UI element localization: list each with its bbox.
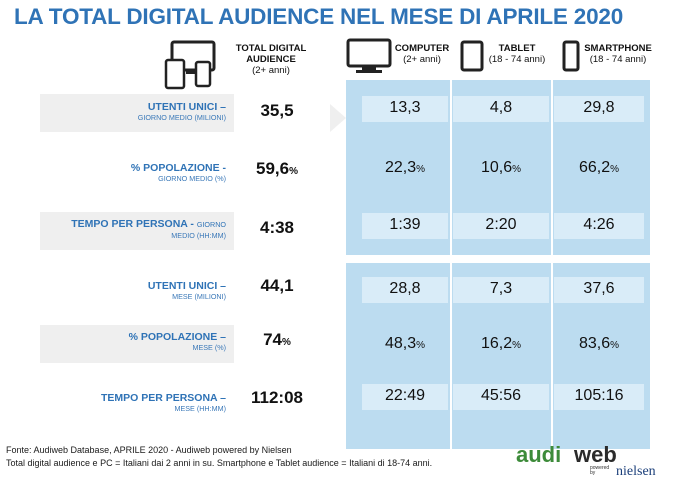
tablet-value: 2:20: [485, 216, 517, 233]
logo-web: web: [574, 442, 617, 467]
row-label: UTENTI UNICI – GIORNO MEDIO (MILIONI): [137, 101, 226, 122]
cell-bar: [362, 384, 448, 410]
tablet-value: 45:56: [480, 387, 522, 404]
computer-value: 1:39: [389, 216, 421, 233]
header-total: TOTAL DIGITAL AUDIENCE (2+ anni): [235, 43, 307, 76]
cell-bar: [453, 96, 549, 122]
total-column: [234, 325, 330, 363]
smartphone-value: 4:26: [583, 216, 615, 233]
page-title: LA TOTAL DIGITAL AUDIENCE NEL MESE DI AP…: [14, 4, 624, 29]
logo-powered: powered by: [590, 465, 610, 476]
column-separator: [450, 80, 452, 449]
multi-device-icon: [164, 40, 216, 90]
smartphone-value: 29,8: [583, 99, 615, 116]
tablet-value: 10,6%: [480, 159, 522, 176]
tablet-value: 4,8: [489, 99, 513, 116]
computer-value: 22:49: [384, 387, 426, 404]
cell-bar: [554, 213, 644, 239]
section-divider: [40, 255, 660, 263]
smartphone-icon: [562, 40, 580, 72]
cell-bar: [453, 277, 549, 303]
total-value: 4:38: [259, 218, 295, 237]
computer-icon: [346, 38, 392, 73]
logo-aud: audi: [516, 442, 562, 467]
cell-bar: [554, 384, 644, 410]
tablet-icon: [460, 40, 484, 72]
row-label: TEMPO PER PERSONA - GIORNO MEDIO (HH:MM): [71, 218, 226, 240]
tablet-value: 16,2%: [480, 335, 522, 352]
total-column: [234, 212, 330, 250]
row-label: TEMPO PER PERSONA – MESE (HH:MM): [100, 392, 226, 413]
total-value: 74%: [263, 330, 291, 349]
logo-nielsen: nielsen: [616, 464, 656, 479]
total-value: 35,5: [260, 101, 294, 120]
footer-source: Fonte: Audiweb Database, APRILE 2020 - A…: [6, 445, 292, 455]
cell-bar: [453, 384, 549, 410]
smartphone-value: 66,2%: [578, 159, 620, 176]
total-column: [234, 94, 330, 132]
smartphone-value: 105:16: [574, 387, 624, 404]
cell-bar: [362, 96, 448, 122]
row-label: % POPOLAZIONE - GIORNO MEDIO (%): [130, 162, 226, 183]
footer-note: Total digital audience e PC = Italiani d…: [6, 458, 433, 468]
audiweb-logo: audi web powered by nielsen: [512, 442, 698, 490]
computer-value: 28,8: [389, 280, 421, 297]
total-value: 112:08: [251, 388, 303, 407]
computer-value: 13,3: [389, 99, 421, 116]
computer-value: 48,3%: [384, 335, 426, 352]
smartphone-value: 37,6: [583, 280, 615, 297]
total-value: 59,6%: [256, 159, 298, 178]
header-smartphone: SMARTPHONE (18 - 74 anni): [584, 43, 652, 65]
smartphone-value: 83,6%: [578, 335, 620, 352]
cell-bar: [362, 277, 448, 303]
pointer-arrow: [330, 104, 346, 132]
computer-value: 22,3%: [384, 159, 426, 176]
cell-bar: [453, 213, 549, 239]
header-tablet: TABLET (18 - 74 anni): [488, 43, 546, 65]
row-label: UTENTI UNICI – MESE (MILIONI): [147, 280, 226, 301]
row-label: % POPOLAZIONE – MESE (%): [128, 331, 226, 352]
tablet-value: 7,3: [489, 280, 513, 297]
total-value: 44,1: [260, 276, 294, 295]
cell-bar: [362, 213, 448, 239]
column-separator: [551, 80, 553, 449]
cell-bar: [554, 277, 644, 303]
header-computer: COMPUTER (2+ anni): [394, 43, 450, 65]
cell-bar: [554, 96, 644, 122]
